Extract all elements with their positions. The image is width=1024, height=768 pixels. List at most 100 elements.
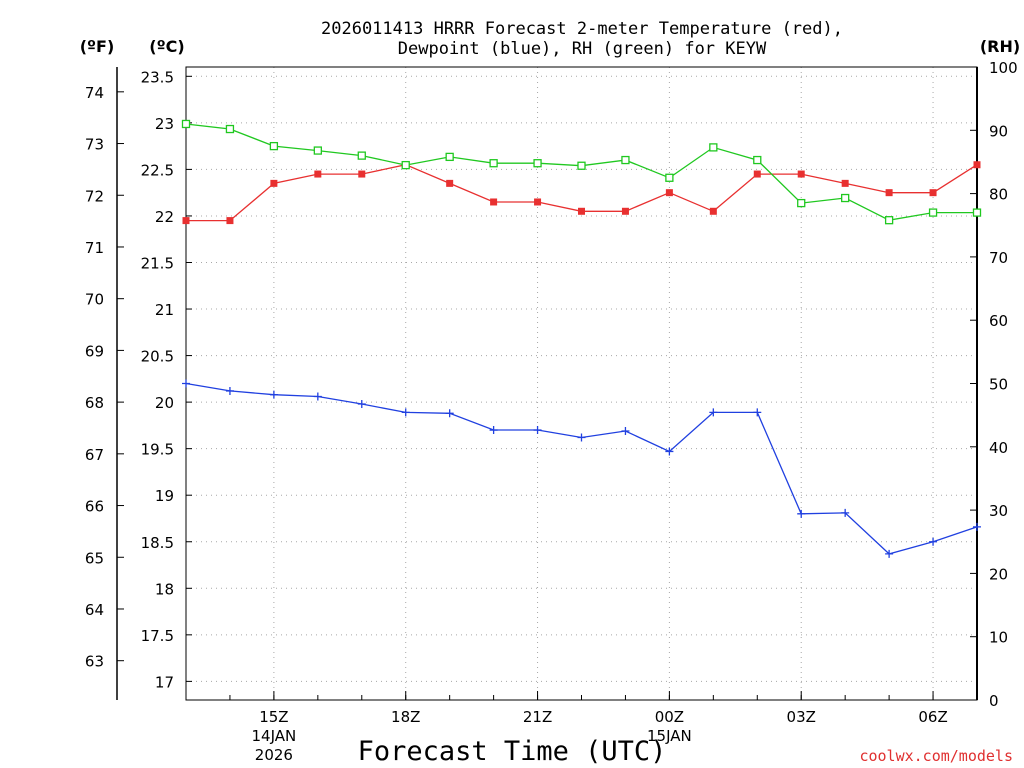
dewpoint-point <box>533 426 542 435</box>
rh-point <box>709 143 718 152</box>
rh-point <box>357 151 366 160</box>
temperature-point <box>973 161 981 169</box>
chart-title-line1: 2026011413 HRRR Forecast 2-meter Tempera… <box>321 19 843 39</box>
temperature-point <box>841 179 849 187</box>
temperature-point <box>270 179 278 187</box>
temperature-point <box>709 207 717 215</box>
celsius-tick-label: 18 <box>155 580 174 598</box>
celsius-unit-label: (ºC) <box>149 37 184 56</box>
fahrenheit-tick-label: 71 <box>85 239 104 257</box>
rh-point <box>972 208 982 217</box>
x-tick-label: 18Z <box>391 708 420 726</box>
dewpoint-point <box>182 379 190 388</box>
rh-tick-label: 40 <box>989 439 1008 457</box>
rh-point <box>225 124 235 134</box>
dewpoint-point <box>797 509 806 518</box>
temperature-point <box>314 170 322 178</box>
rh-tick-label: 30 <box>989 502 1008 520</box>
x-tick-label: 15Z <box>259 708 288 726</box>
rh-point <box>269 141 279 151</box>
celsius-tick-label: 21.5 <box>141 254 174 272</box>
temperature-point <box>665 189 673 197</box>
temperature-point <box>490 198 498 206</box>
dewpoint-point <box>621 426 630 435</box>
dewpoint-point <box>929 537 938 546</box>
fahrenheit-tick-label: 72 <box>85 187 104 205</box>
dewpoint-point <box>401 408 410 417</box>
rh-point <box>884 216 894 225</box>
rh-point <box>313 146 322 155</box>
temperature-point <box>797 170 805 178</box>
temperature-point <box>446 179 454 187</box>
rh-point <box>797 198 806 208</box>
celsius-tick-label: 23.5 <box>141 68 174 86</box>
rh-point <box>621 155 630 165</box>
fahrenheit-tick-label: 73 <box>85 136 104 154</box>
celsius-tick-label: 17.5 <box>141 627 174 645</box>
fahrenheit-tick-label: 68 <box>85 394 104 412</box>
dewpoint-point <box>313 392 322 401</box>
fahrenheit-tick-label: 74 <box>85 84 104 102</box>
temperature-point <box>753 170 761 178</box>
temperature-point <box>182 217 190 225</box>
celsius-tick-label: 22 <box>155 208 174 226</box>
rh-tick-label: 70 <box>989 249 1008 267</box>
temperature-point <box>885 189 893 197</box>
rh-unit-label: (RH) <box>980 37 1020 56</box>
chart-title-line2: Dewpoint (blue), RH (green) for KEYW <box>398 39 767 59</box>
celsius-tick-label: 19 <box>155 487 174 505</box>
temperature-point <box>578 207 585 215</box>
rh-point <box>577 161 586 170</box>
dewpoint-series-line <box>185 382 978 555</box>
axes-layer: 17 17.5 18 18.5 19 19.5 20 20.5 21 21.5 22 22.5 23 23… <box>85 59 1018 764</box>
rh-tick-label: 20 <box>989 565 1008 583</box>
temperature-point <box>621 207 629 215</box>
fahrenheit-tick-label: 70 <box>85 291 104 309</box>
dewpoint-point <box>357 399 366 408</box>
rh-point <box>928 208 938 217</box>
temperature-point <box>929 189 937 197</box>
dewpoint-point <box>445 409 454 418</box>
rh-point <box>753 155 762 165</box>
x-tick-label: 03Z <box>787 708 816 726</box>
dewpoint-point <box>577 433 586 442</box>
rh-tick-label: 10 <box>989 629 1008 647</box>
fahrenheit-tick-label: 66 <box>85 498 104 516</box>
x-tick-label: 21Z <box>523 708 552 726</box>
celsius-tick-label: 20.5 <box>141 348 174 366</box>
celsius-tick-label: 17 <box>155 673 174 691</box>
celsius-tick-label: 20 <box>155 394 174 412</box>
rh-tick-label: 60 <box>989 312 1008 330</box>
x-tick-date-label: 14JAN <box>252 727 297 745</box>
rh-point <box>533 159 542 168</box>
dewpoint-point <box>973 522 981 531</box>
x-axis-title: Forecast Time (UTC) <box>358 736 667 767</box>
temperature-point <box>534 198 542 206</box>
celsius-tick-label: 23 <box>155 115 174 133</box>
rh-tick-label: 90 <box>989 122 1008 140</box>
celsius-tick-label: 21 <box>155 301 174 319</box>
rh-point <box>665 173 674 182</box>
fahrenheit-tick-label: 67 <box>85 446 104 464</box>
dewpoint-point <box>665 447 674 456</box>
rh-point <box>401 160 410 170</box>
x-tick-date-label: 15JAN <box>647 727 692 745</box>
fahrenheit-unit-label: (ºF) <box>80 37 115 56</box>
rh-point <box>181 119 191 129</box>
temperature-point <box>358 170 366 178</box>
series-layer <box>181 119 982 558</box>
dewpoint-point <box>841 508 850 517</box>
dewpoint-point <box>489 426 498 435</box>
celsius-tick-label: 18.5 <box>141 534 174 552</box>
x-tick-label: 06Z <box>918 708 947 726</box>
celsius-tick-label: 19.5 <box>141 441 174 459</box>
fahrenheit-tick-label: 63 <box>85 653 104 671</box>
fahrenheit-tick-label: 69 <box>85 342 104 360</box>
dewpoint-point <box>885 549 894 558</box>
dewpoint-point <box>269 390 278 399</box>
rh-tick-label: 100 <box>989 59 1018 77</box>
rh-point <box>489 159 498 168</box>
rh-tick-label: 50 <box>989 376 1008 394</box>
x-tick-year-label: 2026 <box>255 746 293 764</box>
